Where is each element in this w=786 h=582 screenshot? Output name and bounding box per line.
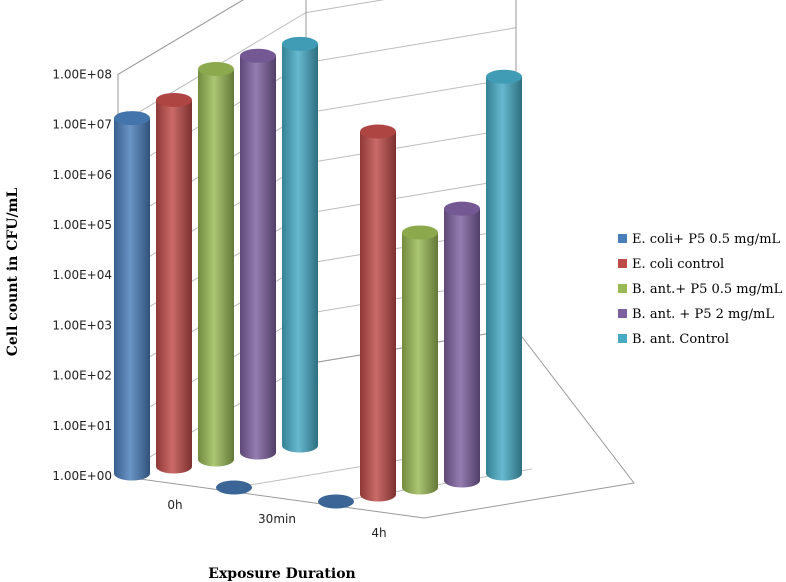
bar-b-ant-control-4h [486, 69, 522, 481]
bar-b-ant-p5-2-mg-ml-0h [240, 48, 276, 460]
floor-gridline [219, 454, 431, 491]
y-tick-label: 1.00E+08 [52, 67, 112, 81]
back-wall-gridline [305, 27, 517, 64]
legend-swatch [618, 309, 627, 318]
bar-b-ant-p5-0-5-mg-ml-0h [198, 62, 234, 467]
y-tick-label: 1.00E+01 [52, 419, 112, 433]
back-wall-gridline [305, 177, 517, 214]
legend-item-e-coli-control: E. coli control [618, 257, 724, 272]
floor-frame [117, 328, 635, 519]
back-wall-gridline [305, 0, 385, 14]
legend-item-e-coli-p5-0-5-mg-ml: E. coli+ P5 0.5 mg/mL [618, 232, 781, 247]
y-tick-label: 1.00E+02 [52, 369, 112, 383]
bar-b-ant-control-0h [282, 36, 318, 453]
bar-e-coli-control-4h [360, 124, 396, 502]
legend-label: E. coli+ P5 0.5 mg/mL [632, 232, 781, 247]
y-tick-label: 1.00E+06 [52, 168, 112, 182]
legend-swatch [618, 284, 627, 293]
legend-swatch [618, 259, 627, 268]
legend-label: B. ant. + P5 2 mg/mL [632, 307, 774, 322]
legend-swatch [618, 234, 627, 243]
bar-b-ant-p5-0-5-mg-ml-4h [402, 225, 438, 495]
legend-label: E. coli control [632, 257, 724, 272]
back-wall-gridline [305, 77, 517, 114]
y-tick-label: 1.00E+05 [52, 218, 112, 232]
x-tick-label-0h: 0h [167, 498, 182, 512]
y-tick-label: 1.00E+07 [52, 118, 112, 132]
bar-e-coli-control-0h [156, 92, 192, 474]
bar-e-coli-p5-0-5-mg-ml-4h [318, 494, 354, 509]
y-axis-title: Cell count in CFU/mL [5, 188, 21, 357]
chart-bars [114, 36, 522, 509]
legend-label: B. ant. Control [632, 332, 729, 347]
legend-item-b-ant-p5-0-5-mg-ml: B. ant.+ P5 0.5 mg/mL [618, 282, 783, 297]
x-axis-ticks: 0h 30min 4h [167, 498, 386, 540]
y-tick-label: 1.00E+04 [52, 268, 112, 282]
legend-item-b-ant-p5-2-mg-ml: B. ant. + P5 2 mg/mL [618, 307, 774, 322]
bar-e-coli-p5-0-5-mg-ml-0h [114, 111, 150, 481]
x-tick-label-4h: 4h [371, 526, 386, 540]
bar-e-coli-p5-0-5-mg-ml-30min [216, 480, 252, 495]
x-tick-label-30min: 30min [258, 512, 296, 526]
x-axis-title: Exposure Duration [208, 566, 355, 582]
legend-label: B. ant.+ P5 0.5 mg/mL [632, 282, 783, 297]
legend: E. coli+ P5 0.5 mg/mL E. coli control B. a… [618, 232, 783, 347]
y-tick-label: 1.00E+00 [52, 469, 112, 483]
bar-b-ant-p5-2-mg-ml-4h [444, 201, 480, 488]
legend-swatch [618, 334, 627, 343]
y-tick-label: 1.00E+03 [52, 318, 112, 332]
legend-item-b-ant-control: B. ant. Control [618, 332, 729, 347]
back-wall-gridline [305, 127, 517, 164]
y-axis-ticks: 1.00E+00 1.00E+01 1.00E+02 1.00E+03 1.00E+04… [52, 67, 112, 483]
